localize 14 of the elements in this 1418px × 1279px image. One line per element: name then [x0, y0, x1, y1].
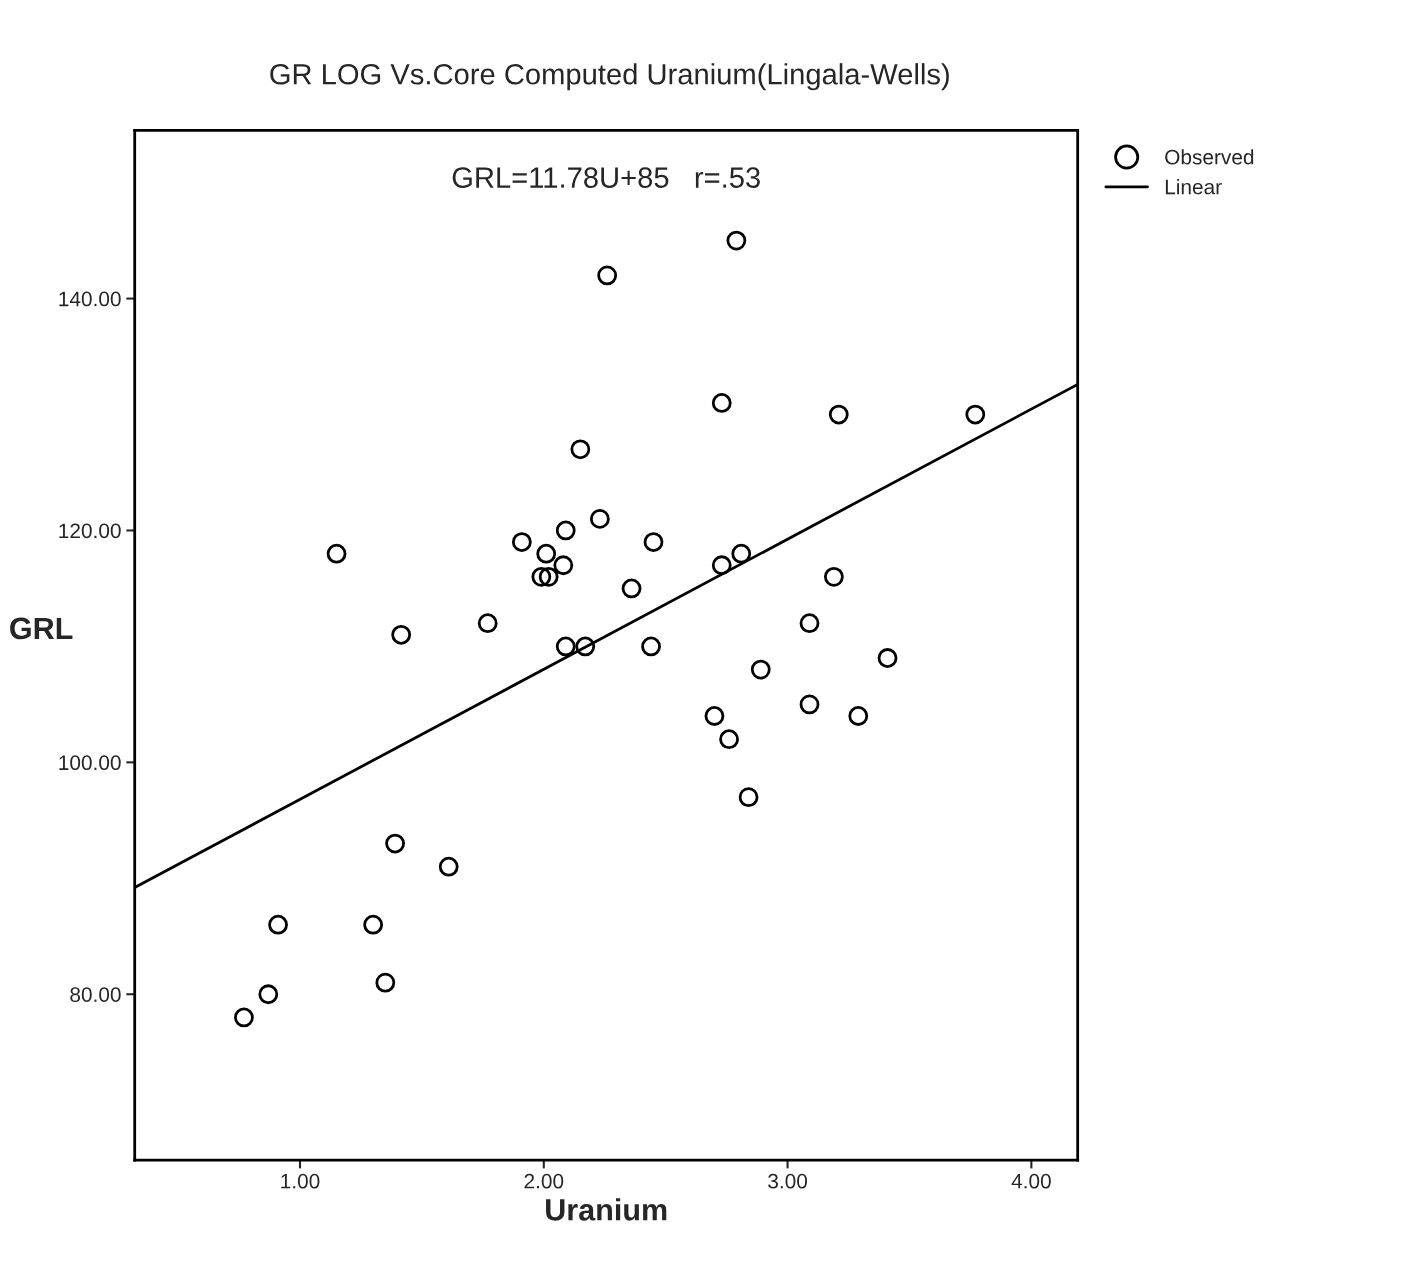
- legend-label: Linear: [1165, 179, 1222, 195]
- x-tick-label: 3.00: [768, 1173, 808, 1189]
- chart-title: GR LOG Vs.Core Computed Uranium(Lingala-Wells): [270, 63, 949, 91]
- y-tick-label: 80.00: [70, 987, 121, 1003]
- x-tick-label: 1.00: [281, 1173, 320, 1189]
- y-tick-label: 140.00: [59, 291, 121, 307]
- x-tick-label: 4.00: [1011, 1173, 1051, 1189]
- annotation: GRL=11.78U+85 r=.53: [452, 167, 760, 188]
- x-tick-label: 2.00: [524, 1173, 564, 1189]
- x-axis-title: Uranium: [546, 1198, 667, 1221]
- y-tick-label: 120.00: [59, 523, 121, 539]
- legend-label: Observed: [1165, 149, 1254, 165]
- y-tick-label: 100.00: [59, 755, 121, 771]
- y-axis-title: GRL: [10, 617, 73, 640]
